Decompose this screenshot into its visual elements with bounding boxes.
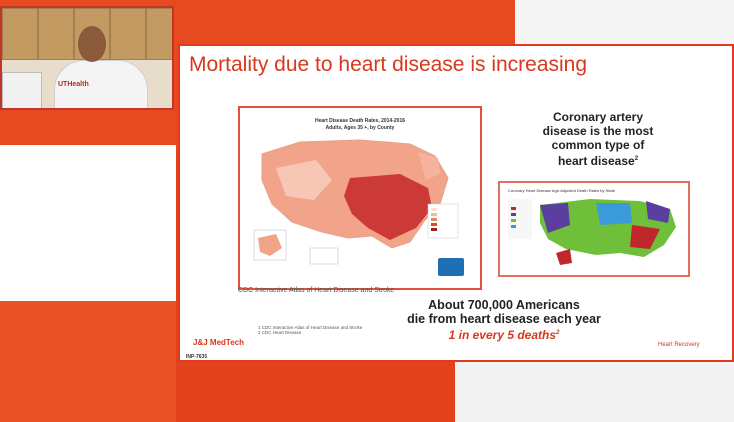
footnotes: 1 CDC Interactive Atlas of Heart Disease…	[258, 325, 362, 335]
cdc-logo	[438, 258, 464, 276]
county-death-rate-map: Heart Disease Death Rates, 2014-2016 Adu…	[238, 106, 482, 290]
legend-swatch	[511, 225, 516, 228]
legend-swatch	[431, 208, 437, 211]
map-title: Heart Disease Death Rates, 2014-2016 Adu…	[240, 118, 480, 132]
west-states	[540, 203, 570, 233]
coat-badge-text: UTHealth	[58, 81, 89, 88]
coronary-line3: common type of	[551, 138, 645, 152]
coronary-line1: Coronary artery	[552, 110, 644, 124]
legend-swatch	[511, 207, 516, 210]
printer	[2, 72, 42, 108]
speaker-coat	[54, 60, 148, 108]
map-title-line1: Heart Disease Death Rates, 2014-2016	[314, 118, 406, 124]
footnote-1: 1 CDC Interactive Atlas of Heart Disease…	[258, 325, 363, 330]
presentation-slide: Mortality due to heart disease is increa…	[178, 44, 734, 362]
small-map-title: Coronary Heart Disease Age-Adjusted Deat…	[508, 188, 615, 193]
document-code: INP-7635	[186, 354, 208, 360]
stat-emphasis: 1 in every 5 deaths2	[364, 328, 644, 342]
northeast-states	[646, 201, 670, 223]
alaska-shape	[258, 234, 282, 256]
coronary-line4: heart disease	[557, 154, 635, 168]
footnote-2: 2 CDC Heart Disease	[258, 330, 302, 335]
map-caption: CDC Interactive Atlas of Heart Disease a…	[238, 287, 395, 294]
legend-swatch	[511, 219, 516, 222]
us-state-map-graphic	[508, 199, 676, 265]
coronary-line2: disease is the most	[542, 124, 654, 138]
bottom-orange-band	[176, 362, 455, 422]
stat-emphasis-text: 1 in every 5 deaths	[448, 328, 557, 342]
map-title-line2: Adults, Ages 35 +, by County	[325, 125, 395, 131]
footnote-marker: 2	[634, 156, 639, 162]
cabinet	[38, 8, 74, 60]
heart-disease-statistic: About 700,000 Americans die from heart d…	[364, 298, 644, 326]
legend-swatch	[431, 218, 437, 221]
midwest-states	[596, 203, 632, 225]
cabinet	[2, 8, 38, 60]
legend-swatch	[431, 213, 437, 216]
speaker-webcam-video[interactable]: UTHealth	[0, 6, 174, 110]
alaska-state	[556, 249, 572, 265]
south-states	[630, 225, 660, 249]
state-death-rate-map: Coronary Heart Disease Age-Adjusted Deat…	[498, 181, 690, 277]
footer-label: Heart Recovery	[658, 342, 700, 348]
west-light-region	[276, 160, 332, 200]
hawaii-inset	[309, 247, 339, 265]
legend-swatch	[431, 228, 437, 231]
stat-line1: About 700,000 Americans	[428, 298, 580, 312]
southeast-dark-region	[344, 174, 432, 240]
bottom-right-panel	[455, 362, 734, 422]
brand-logo-text: J&J MedTech	[193, 338, 244, 347]
cabinet	[146, 8, 172, 60]
legend-swatch	[431, 223, 437, 226]
right-background-block	[515, 0, 734, 45]
coronary-artery-statement: Coronary artery disease is the most comm…	[518, 110, 678, 168]
us-county-map-graphic	[253, 139, 464, 276]
cabinet	[110, 8, 146, 60]
speaker-head	[78, 26, 106, 62]
left-white-panel	[0, 145, 176, 301]
slide-title: Mortality due to heart disease is increa…	[189, 53, 588, 76]
emphasis-footnote-marker: 2	[556, 330, 560, 336]
lower-left-panel	[0, 301, 176, 422]
stat-line2: die from heart disease each year	[407, 312, 601, 326]
northeast-region	[418, 152, 440, 180]
legend-swatch	[511, 213, 516, 216]
